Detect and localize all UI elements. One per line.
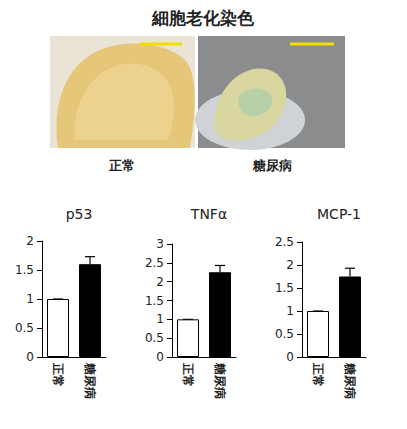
svg-text:1.5: 1.5 <box>275 281 294 295</box>
svg-text:2.5: 2.5 <box>275 235 294 249</box>
svg-text:正常: 正常 <box>311 362 325 387</box>
svg-text:正常: 正常 <box>51 362 65 387</box>
svg-text:糖尿病: 糖尿病 <box>83 362 97 399</box>
svg-text:2: 2 <box>286 258 294 272</box>
svg-text:0.5: 0.5 <box>15 321 34 335</box>
svg-text:1: 1 <box>26 292 34 306</box>
svg-text:正常: 正常 <box>181 362 195 387</box>
svg-text:3: 3 <box>156 237 164 251</box>
svg-text:1.5: 1.5 <box>145 294 164 308</box>
svg-text:0: 0 <box>156 350 164 364</box>
svg-text:糖尿病: 糖尿病 <box>213 362 227 399</box>
svg-text:1: 1 <box>286 304 294 318</box>
svg-text:p53: p53 <box>66 206 93 222</box>
svg-text:0.5: 0.5 <box>145 331 164 345</box>
svg-text:正常: 正常 <box>108 158 135 173</box>
svg-text:TNFα: TNFα <box>190 206 227 222</box>
svg-text:糖尿病: 糖尿病 <box>252 158 292 173</box>
svg-text:0: 0 <box>286 350 294 364</box>
svg-text:0: 0 <box>26 350 34 364</box>
svg-text:細胞老化染色: 細胞老化染色 <box>151 8 255 28</box>
svg-text:糖尿病: 糖尿病 <box>343 362 357 399</box>
svg-text:MCP-1: MCP-1 <box>317 206 361 222</box>
svg-text:0.5: 0.5 <box>275 327 294 341</box>
svg-text:1.5: 1.5 <box>15 263 34 277</box>
svg-text:2: 2 <box>156 275 164 289</box>
svg-text:2: 2 <box>26 234 34 248</box>
svg-text:1: 1 <box>156 312 164 326</box>
svg-text:2.5: 2.5 <box>145 256 164 270</box>
